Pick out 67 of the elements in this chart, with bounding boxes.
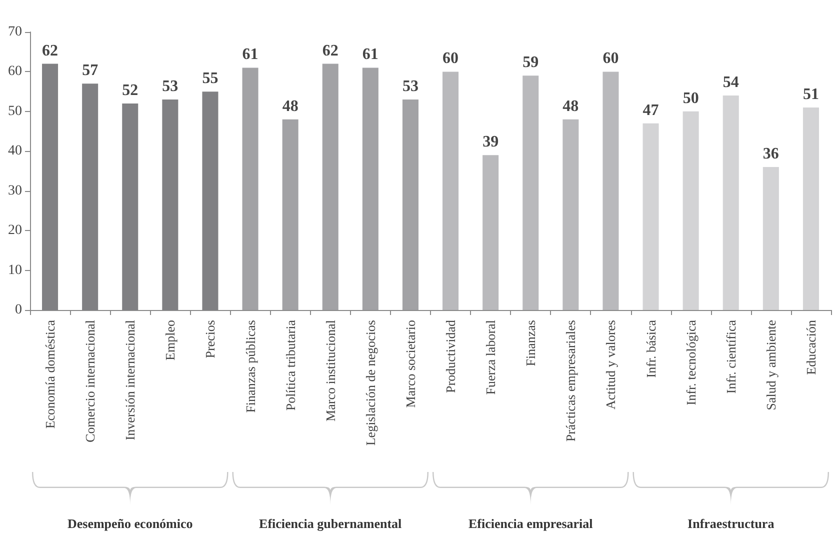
bar bbox=[562, 119, 579, 310]
x-tick-label: Finanzas públicas bbox=[242, 320, 258, 413]
data-label: 54 bbox=[722, 74, 739, 92]
data-label: 51 bbox=[802, 86, 819, 103]
text: Eficiencia empresarial bbox=[467, 516, 594, 532]
y-tick-label: 30 bbox=[8, 183, 22, 198]
data-label: 60 bbox=[602, 50, 619, 68]
y-tick-label: 40 bbox=[8, 144, 22, 159]
data-label: 60 bbox=[442, 50, 459, 68]
data-label: 53 bbox=[162, 78, 178, 96]
data-label: 62 bbox=[322, 42, 338, 60]
x-tick-label: Economía doméstica bbox=[42, 320, 58, 429]
data-label: 57 bbox=[82, 62, 98, 80]
x-tick-label: Política tributaria bbox=[282, 320, 298, 411]
y-tick-label: 0 bbox=[15, 302, 22, 318]
data-label: 59 bbox=[522, 54, 539, 72]
y-tick-label: 10 bbox=[8, 262, 22, 278]
data-label: 61 bbox=[362, 46, 378, 64]
bar bbox=[242, 68, 258, 310]
x-tick-label: Legislación de negocios bbox=[362, 320, 378, 446]
bar bbox=[402, 100, 418, 310]
x-tick-label: Actitud y valores bbox=[603, 320, 618, 410]
x-tick-label: Fuerza laboral bbox=[483, 320, 498, 395]
data-label: 50 bbox=[682, 90, 699, 107]
bar bbox=[282, 119, 298, 310]
data-label: 52 bbox=[122, 82, 138, 99]
y-tick-label: 20 bbox=[8, 223, 22, 238]
text: Eficiencia gubernamental bbox=[258, 516, 403, 532]
x-tick-label: Infr. científica bbox=[723, 320, 738, 394]
bar bbox=[522, 76, 539, 310]
y-tick-label: 70 bbox=[8, 24, 22, 40]
data-label: 61 bbox=[242, 46, 258, 64]
bar bbox=[362, 68, 378, 310]
x-tick-label: Infr. tecnológica bbox=[683, 320, 698, 406]
y-tick-label: 50 bbox=[8, 104, 22, 119]
x-tick-label: Infr. básica bbox=[643, 320, 658, 378]
bar bbox=[722, 96, 739, 310]
x-tick-label: Inversión internacional bbox=[122, 320, 138, 440]
bar bbox=[482, 155, 499, 310]
bar bbox=[802, 107, 819, 310]
x-tick-label: Productividad bbox=[443, 320, 458, 393]
x-tick-label: Empleo bbox=[162, 320, 178, 360]
bar bbox=[322, 64, 338, 310]
data-label: 62 bbox=[42, 42, 58, 60]
x-tick-label: Educación bbox=[803, 320, 818, 375]
x-tick-label: Marco institucional bbox=[322, 320, 338, 422]
x-tick-label: Comercio internacional bbox=[82, 320, 98, 442]
data-label: 53 bbox=[402, 78, 418, 96]
x-tick-label: Marco societario bbox=[402, 320, 418, 408]
text: Infraestructura bbox=[686, 516, 776, 532]
bar bbox=[682, 111, 699, 310]
data-label: 47 bbox=[642, 102, 659, 119]
data-label: 36 bbox=[762, 146, 779, 163]
x-tick-label: Precios bbox=[202, 320, 218, 358]
data-label: 39 bbox=[482, 134, 499, 151]
data-label: 48 bbox=[562, 98, 579, 115]
x-tick-label: Prácticas empresariales bbox=[563, 320, 578, 442]
x-tick-label: Salud y ambiente bbox=[763, 320, 778, 410]
bar bbox=[642, 123, 659, 310]
x-tick-label: Finanzas bbox=[523, 320, 538, 366]
bar bbox=[762, 167, 779, 310]
bar bbox=[602, 72, 619, 310]
data-label: 55 bbox=[202, 70, 218, 88]
y-tick-label: 60 bbox=[8, 64, 22, 80]
data-label: 48 bbox=[282, 98, 298, 115]
text: Desempeño económico bbox=[66, 516, 194, 532]
bar bbox=[442, 72, 459, 310]
